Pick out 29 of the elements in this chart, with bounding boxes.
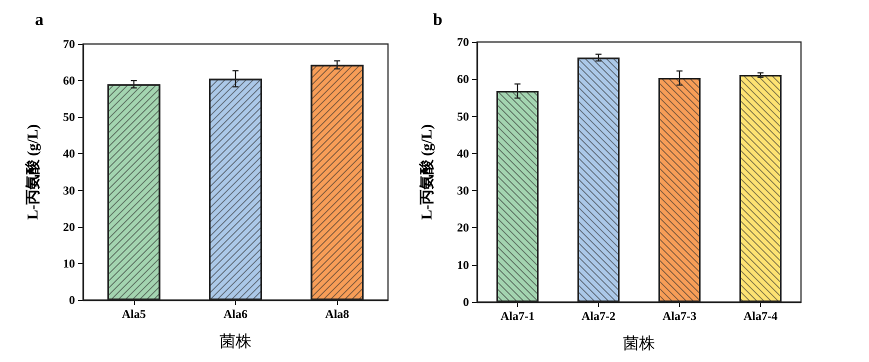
x-tick-label: Ala5 xyxy=(122,307,146,321)
chart-title: a xyxy=(35,10,44,29)
x-tick-label: Ala6 xyxy=(224,307,248,321)
x-tick-label: Ala7-3 xyxy=(662,309,696,323)
y-tick-label: 30 xyxy=(63,183,75,198)
y-tick-label: 60 xyxy=(457,72,469,86)
y-tick-label: 50 xyxy=(63,110,75,124)
y-tick-label: 70 xyxy=(457,35,469,49)
y-tick-label: 60 xyxy=(63,74,75,88)
y-tick-label: 10 xyxy=(457,258,469,272)
x-tick-label: Ala7-4 xyxy=(744,309,778,323)
y-tick-label: 10 xyxy=(63,256,75,270)
y-tick-label: 70 xyxy=(63,37,75,51)
y-tick-label: 40 xyxy=(457,146,469,160)
x-tick-label: Ala7-2 xyxy=(582,309,616,323)
y-tick-label: 20 xyxy=(63,220,75,234)
y-tick-label: 0 xyxy=(463,295,469,309)
y-axis-title: L-丙氨酸 (g/L) xyxy=(418,124,436,220)
chart-title: b xyxy=(433,10,442,29)
x-axis-title: 菌株 xyxy=(220,332,252,350)
y-tick-label: 30 xyxy=(457,184,469,198)
y-tick-label: 50 xyxy=(457,109,469,124)
y-tick-label: 20 xyxy=(457,220,469,235)
x-axis-title: 菌株 xyxy=(623,334,655,352)
x-tick-label: Ala7-1 xyxy=(500,309,534,323)
y-tick-label: 40 xyxy=(63,146,75,161)
y-tick-label: 0 xyxy=(69,293,75,307)
x-tick-label: Ala8 xyxy=(325,307,350,321)
y-axis-title: L-丙氨酸 (g/L) xyxy=(24,124,42,220)
